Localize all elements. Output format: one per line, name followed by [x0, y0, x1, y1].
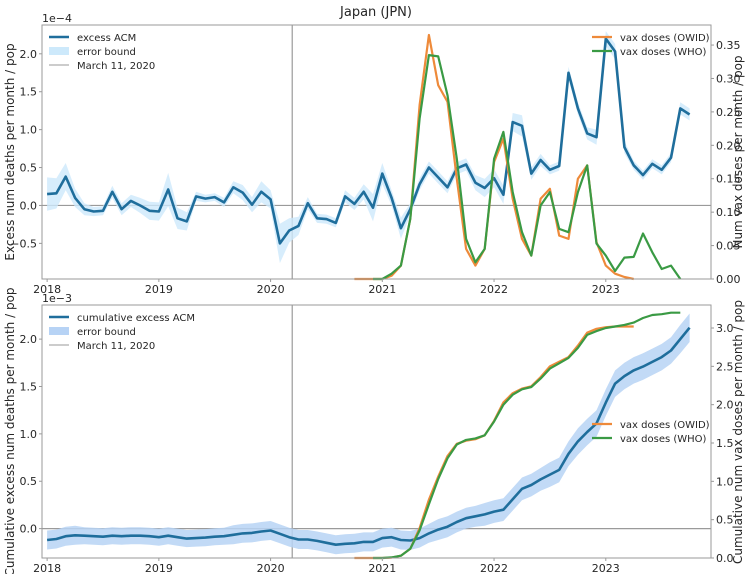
y-tick-label-left: 2.0 — [20, 48, 38, 61]
panel-excess-acm: 2018 2019 2020 2021 2022 2023 −0.5 0.0 0.5 1.0 1.5… — [3, 12, 745, 296]
series-line-excess-acm — [46, 37, 691, 245]
y-tick-label-left: 0.5 — [20, 162, 38, 175]
y-axis-label-left: Excess num deaths per month / pop — [3, 43, 17, 260]
series-line-vax-doses-who — [373, 311, 681, 560]
y-tick-label-left: −0.5 — [10, 237, 37, 250]
y-tick-label-right: 0.35 — [716, 39, 741, 52]
y-tick-label-right: 0.30 — [716, 72, 741, 85]
y-tick-label-left: 1.0 — [20, 124, 38, 137]
legend-swatch-error — [49, 47, 69, 55]
y-tick-label-right: 0.20 — [716, 139, 741, 152]
legend-entry-label: March 11, 2020 — [77, 61, 155, 72]
legend-swatch-error — [49, 327, 69, 335]
axes-layer: 2018 2019 2020 2021 2022 2023 −0.5 0.0 0.5 1.0 1.5… — [10, 24, 741, 296]
chart-title: Japan (JPN) — [339, 5, 412, 20]
panel-cumulative-acm: 2018 2019 2020 2021 2022 2023 0.0 0.5 1.0 1.5 2.0 0… — [3, 287, 745, 574]
x-tick-label: 2023 — [592, 283, 620, 296]
error-band-layer — [42, 305, 711, 558]
y-tick-label-right: 2.0 — [716, 399, 734, 412]
legend-entry-label: March 11, 2020 — [77, 341, 155, 352]
x-tick-label: 2018 — [33, 562, 61, 574]
y-tick-label-right: 1.5 — [716, 437, 734, 450]
error-bound-area — [47, 313, 690, 555]
legend-entry-label: vax doses (WHO) — [620, 47, 707, 58]
y-tick-label-right: 0.5 — [716, 514, 734, 527]
legend-entry-label: error bound — [77, 327, 136, 338]
y-tick-label-right: 3.0 — [716, 322, 734, 335]
y-tick-label-left: 0.0 — [20, 523, 38, 536]
legend-right: vax doses (OWID) vax doses (WHO) — [592, 33, 710, 58]
legend-entry-label: vax doses (WHO) — [620, 434, 707, 445]
x-tick-label: 2022 — [480, 562, 508, 574]
y-tick-label-left: 1.5 — [20, 380, 38, 393]
y-tick-label-left: 0.5 — [20, 475, 38, 488]
y-tick-label-right: 0.25 — [716, 106, 741, 119]
x-tick-label: 2020 — [257, 562, 285, 574]
plot-frame — [41, 304, 712, 559]
legend-entry-label: vax doses (OWID) — [620, 33, 710, 44]
y-tick-label-right: 0.10 — [716, 206, 741, 219]
y-axis-label-right: Num vax doses per month / pop — [731, 55, 745, 248]
x-tick-label: 2021 — [368, 283, 396, 296]
x-tick-label: 2019 — [145, 562, 173, 574]
y-tick-label-right: 0.15 — [716, 173, 741, 186]
y-axis-label-right: Cumulative num vax doses per month / pop — [731, 300, 745, 564]
x-tick-label: 2021 — [368, 562, 396, 574]
legend-entry-label: cumulative excess ACM — [77, 313, 195, 324]
series-line-vax-doses-owid — [354, 325, 634, 560]
legend-entry-label: error bound — [77, 47, 136, 58]
series-layer — [46, 311, 691, 560]
series-line-cumulative-excess-acm — [46, 326, 691, 547]
x-tick-label: 2019 — [145, 283, 173, 296]
series-line-vax-doses-who — [373, 53, 682, 281]
plot-frame — [41, 24, 712, 280]
legend-left: excess ACM error bound March 11, 2020 — [49, 33, 155, 72]
y-tick-label-left: 2.0 — [20, 333, 38, 346]
legend-left: cumulative excess ACM error bound March 11… — [49, 313, 195, 352]
axes-layer: 2018 2019 2020 2021 2022 2023 0.0 0.5 1.0 1.5 2.0 0… — [20, 304, 734, 574]
y-multiplier: 1e−3 — [42, 292, 72, 305]
legend-entry-label: vax doses (OWID) — [620, 420, 710, 431]
y-tick-label-right: 1.0 — [716, 475, 734, 488]
y-multiplier: 1e−4 — [42, 12, 72, 25]
y-tick-label-left: 1.0 — [20, 428, 38, 441]
y-tick-label-right: 2.5 — [716, 360, 734, 373]
x-tick-label: 2023 — [592, 562, 620, 574]
legend-right: vax doses (OWID) vax doses (WHO) — [592, 420, 710, 445]
x-tick-label: 2018 — [33, 283, 61, 296]
y-tick-label-right: 0.00 — [716, 273, 741, 286]
x-tick-label: 2022 — [480, 283, 508, 296]
legend-entry-label: excess ACM — [77, 33, 136, 44]
x-tick-label: 2020 — [257, 283, 285, 296]
y-tick-label-right: 0.0 — [716, 552, 734, 565]
y-tick-label-left: 1.5 — [20, 86, 38, 99]
series-layer — [46, 33, 691, 281]
y-axis-label-left: Cumulative excess num deaths per month /… — [3, 287, 17, 574]
y-tick-label-right: 0.05 — [716, 240, 741, 253]
y-tick-label-left: 0.0 — [20, 199, 38, 212]
